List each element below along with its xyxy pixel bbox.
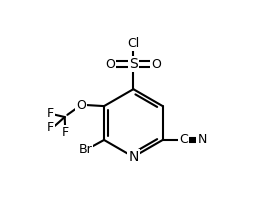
Text: Br: Br — [79, 143, 92, 156]
Text: F: F — [47, 121, 54, 134]
Text: O: O — [106, 58, 115, 70]
Text: C: C — [179, 133, 188, 147]
Text: N: N — [197, 133, 207, 147]
Text: F: F — [62, 126, 69, 139]
Text: O: O — [151, 58, 161, 70]
Text: O: O — [76, 99, 86, 111]
Text: F: F — [47, 107, 54, 120]
Text: S: S — [129, 57, 138, 71]
Text: Cl: Cl — [127, 37, 140, 50]
Text: N: N — [128, 150, 139, 164]
